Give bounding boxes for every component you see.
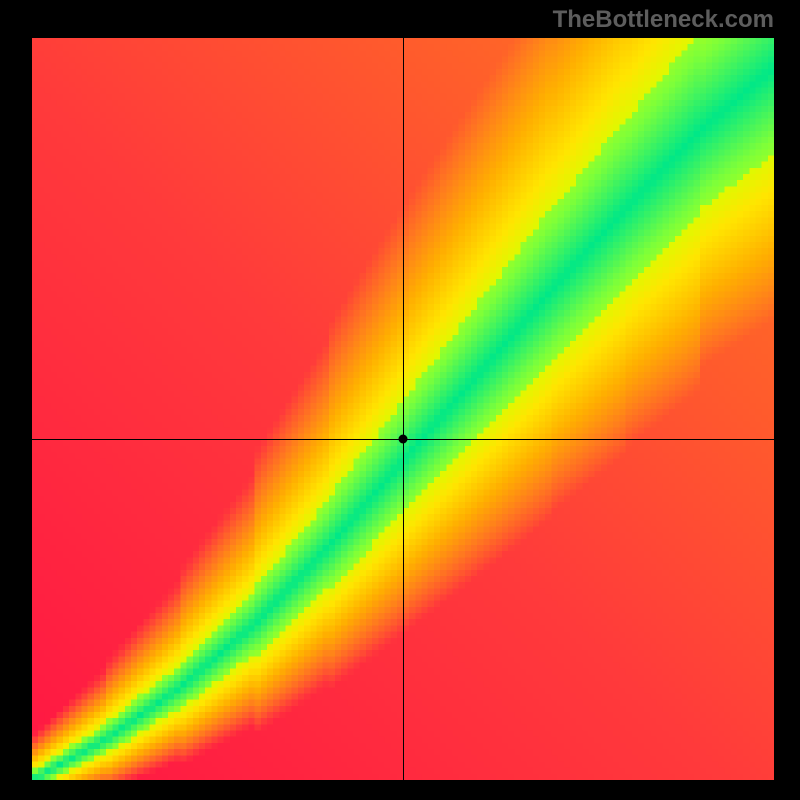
watermark-label: TheBottleneck.com — [553, 6, 774, 34]
crosshair-vertical — [403, 38, 404, 780]
data-point-marker — [399, 434, 408, 443]
